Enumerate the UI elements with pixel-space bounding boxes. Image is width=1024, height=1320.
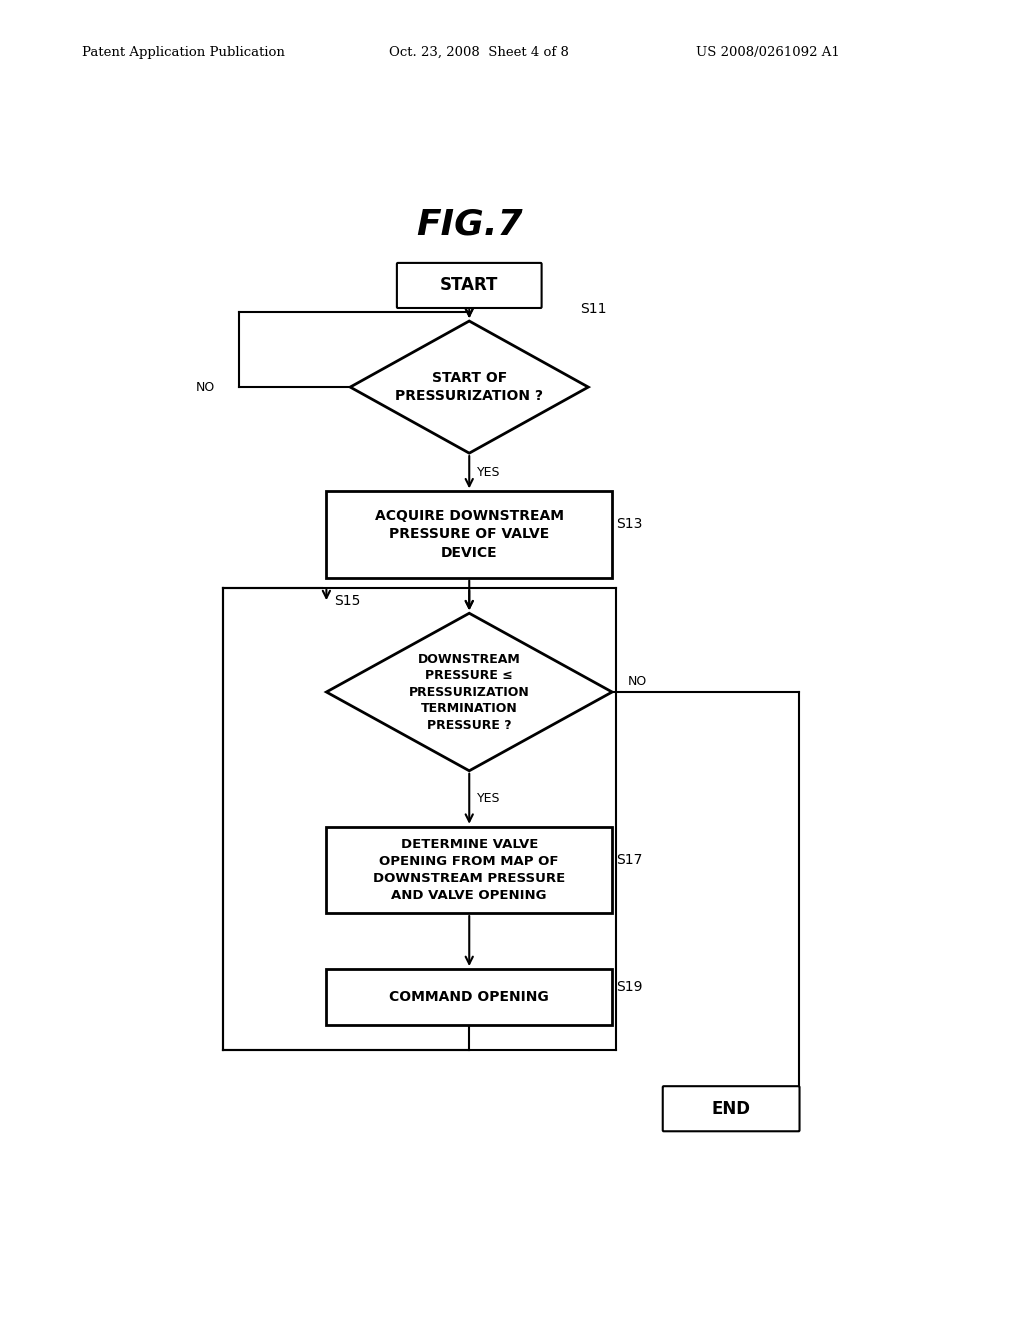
Text: START OF
PRESSURIZATION ?: START OF PRESSURIZATION ? [395,371,544,403]
Text: DETERMINE VALVE
OPENING FROM MAP OF
DOWNSTREAM PRESSURE
AND VALVE OPENING: DETERMINE VALVE OPENING FROM MAP OF DOWN… [373,838,565,902]
Text: S13: S13 [616,517,642,532]
Text: Patent Application Publication: Patent Application Publication [82,46,285,59]
Text: NO: NO [196,380,215,393]
Text: YES: YES [477,466,501,479]
Polygon shape [327,614,612,771]
Text: S11: S11 [581,302,607,315]
Text: DOWNSTREAM
PRESSURE ≤
PRESSURIZATION
TERMINATION
PRESSURE ?: DOWNSTREAM PRESSURE ≤ PRESSURIZATION TER… [409,652,529,731]
Text: ACQUIRE DOWNSTREAM
PRESSURE OF VALVE
DEVICE: ACQUIRE DOWNSTREAM PRESSURE OF VALVE DEV… [375,510,564,560]
Polygon shape [350,321,588,453]
Text: Oct. 23, 2008  Sheet 4 of 8: Oct. 23, 2008 Sheet 4 of 8 [389,46,569,59]
Bar [327,969,612,1024]
Text: US 2008/0261092 A1: US 2008/0261092 A1 [696,46,840,59]
Text: S19: S19 [616,979,643,994]
Text: START: START [440,276,499,294]
Text: S17: S17 [616,853,642,867]
FancyBboxPatch shape [663,1086,800,1131]
FancyBboxPatch shape [397,263,542,308]
Bar [327,491,612,578]
Text: FIG.7: FIG.7 [416,207,522,242]
Bar [327,826,612,913]
Text: YES: YES [477,792,501,805]
Text: NO: NO [628,676,647,688]
Text: END: END [712,1100,751,1118]
Text: S15: S15 [334,594,360,609]
Text: COMMAND OPENING: COMMAND OPENING [389,990,549,1005]
